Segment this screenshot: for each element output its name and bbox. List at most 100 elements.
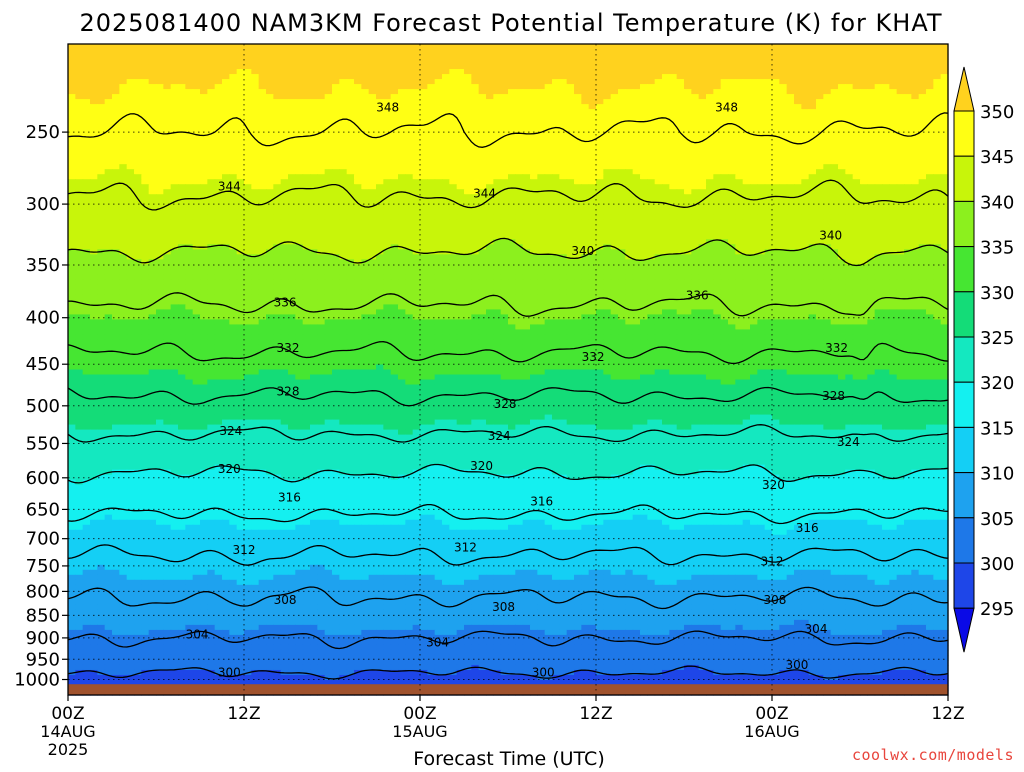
fill-cell [559, 119, 568, 125]
fill-cell [860, 194, 868, 200]
fill-cell [134, 89, 142, 95]
fill-cell [236, 214, 245, 220]
fill-cell [574, 109, 582, 115]
fill-cell [588, 189, 597, 195]
fill-cell [97, 204, 106, 210]
fill-cell [361, 159, 370, 165]
fill-cell [698, 64, 707, 70]
fill-cell [192, 234, 201, 240]
fill-cell [618, 229, 626, 235]
fill-cell [544, 104, 553, 110]
fill-cell [632, 214, 641, 220]
fill-cell [368, 199, 377, 205]
fill-cell [588, 104, 597, 110]
fill-cell [112, 89, 120, 95]
fill-cell [332, 104, 340, 110]
fill-cell [119, 169, 128, 175]
fill-cell [713, 184, 722, 190]
fill-cell [508, 179, 516, 185]
fill-cell [434, 134, 443, 140]
fill-cell [134, 54, 142, 60]
fill-cell [442, 114, 450, 120]
fill-cell [222, 219, 230, 225]
fill-cell [801, 89, 810, 95]
fill-cell [163, 74, 172, 80]
fill-cell [742, 59, 751, 65]
fill-cell [647, 69, 656, 75]
fill-cell [68, 184, 76, 190]
fill-cell [654, 104, 663, 110]
fill-cell [68, 54, 76, 60]
fill-cell [200, 74, 208, 80]
fill-cell [845, 164, 854, 170]
fill-cell [244, 114, 252, 120]
fill-cell [808, 139, 817, 145]
fill-cell [574, 249, 582, 255]
fill-cell [515, 214, 524, 220]
fill-cell [508, 189, 516, 195]
fill-cell [867, 99, 876, 105]
fill-cell [706, 129, 714, 135]
fill-cell [192, 174, 201, 180]
fill-cell [434, 224, 443, 230]
fill-cell [200, 49, 208, 55]
fill-cell [596, 59, 604, 65]
fill-cell [508, 79, 516, 85]
fill-cell [376, 44, 384, 50]
fill-cell [537, 169, 546, 175]
fill-cell [926, 64, 934, 70]
fill-cell [823, 64, 832, 70]
fill-cell [889, 219, 898, 225]
fill-cell [192, 74, 201, 80]
fill-cell [581, 219, 590, 225]
fill-cell [354, 94, 362, 100]
fill-cell [266, 229, 274, 235]
fill-cell [405, 249, 414, 255]
fill-cell [317, 84, 326, 90]
fill-cell [904, 179, 912, 185]
fill-cell [288, 154, 296, 160]
fill-cell [830, 174, 839, 180]
fill-cell [896, 44, 905, 50]
fill-cell [662, 209, 670, 215]
fill-cell [867, 209, 876, 215]
fill-cell [588, 184, 597, 190]
fill-cell [192, 99, 201, 105]
fill-cell [156, 129, 164, 135]
fill-cell [889, 144, 898, 150]
fill-cell [544, 214, 553, 220]
fill-cell [214, 164, 223, 170]
fill-cell [478, 69, 487, 75]
fill-cell [552, 184, 560, 190]
fill-cell [808, 204, 817, 210]
fill-cell [794, 229, 802, 235]
fill-cell [926, 104, 934, 110]
fill-cell [713, 144, 722, 150]
fill-cell [845, 244, 854, 250]
fill-cell [816, 209, 824, 215]
fill-cell [940, 219, 949, 225]
fill-cell [508, 244, 516, 250]
fill-cell [882, 159, 890, 165]
fill-cell [918, 224, 927, 230]
fill-cell [258, 79, 267, 85]
fill-cell [852, 89, 861, 95]
fill-cell [354, 194, 362, 200]
fill-cell [68, 69, 76, 75]
fill-cell [163, 159, 172, 165]
fill-cell [427, 114, 436, 120]
fill-cell [816, 124, 824, 130]
fill-cell [75, 64, 84, 70]
fill-cell [449, 109, 458, 115]
fill-cell [698, 144, 707, 150]
fill-cell [698, 139, 707, 145]
fill-cell [236, 54, 245, 60]
fill-cell [515, 104, 524, 110]
fill-cell [933, 59, 942, 65]
fill-cell [317, 109, 326, 115]
fill-cell [566, 229, 575, 235]
fill-cell [449, 214, 458, 220]
fill-cell [845, 64, 854, 70]
fill-cell [119, 64, 128, 70]
fill-cell [178, 104, 186, 110]
